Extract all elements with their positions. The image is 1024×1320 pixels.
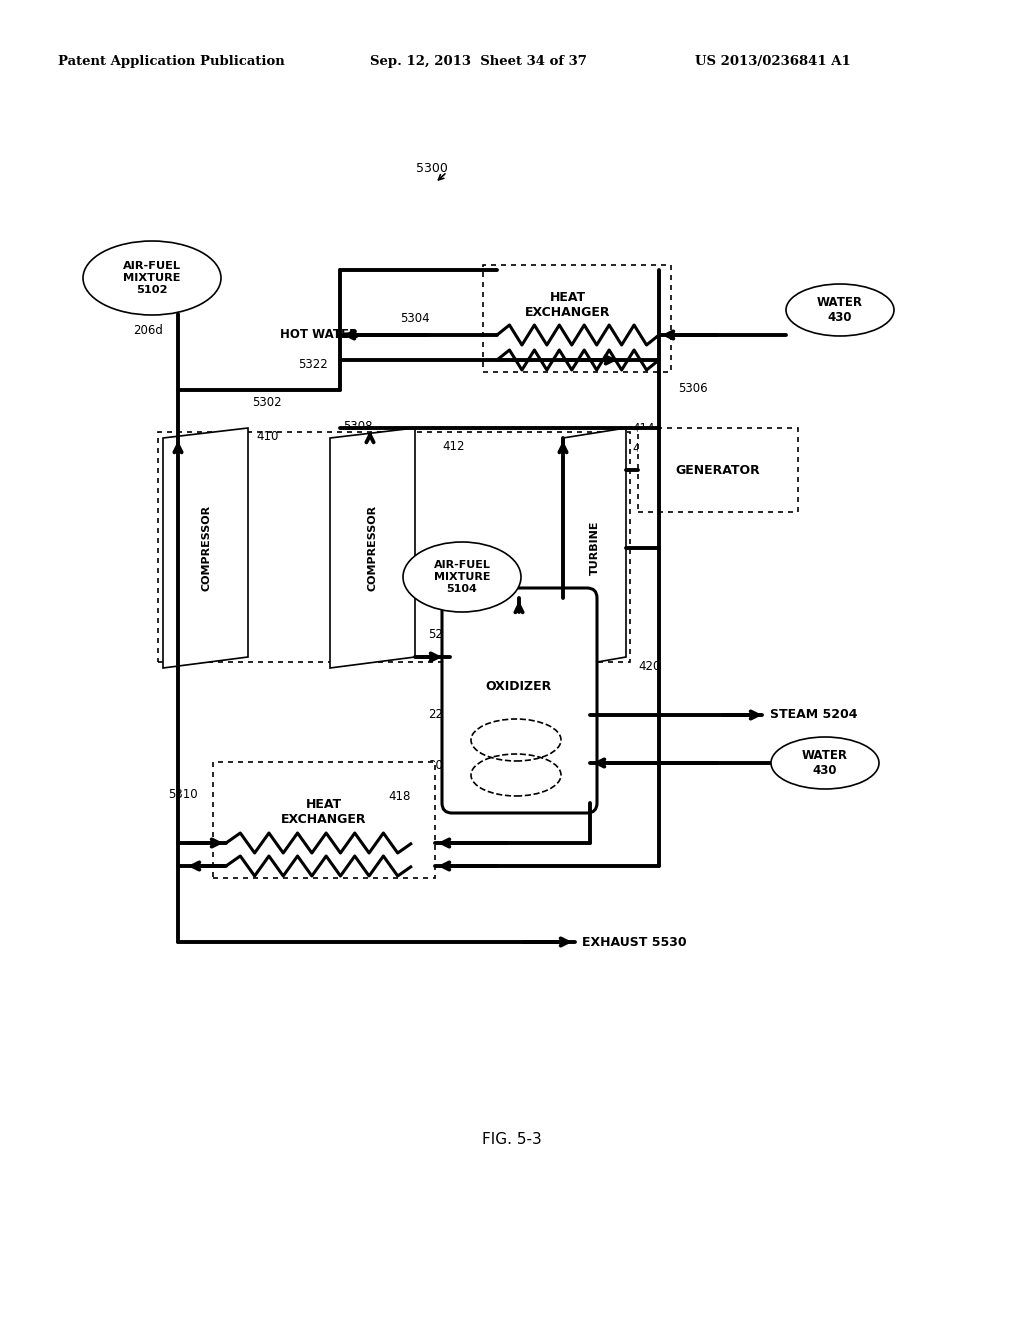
Text: WATER
430: WATER 430 [802,748,848,777]
Text: AIR-FUEL
MIXTURE
5102: AIR-FUEL MIXTURE 5102 [123,260,181,296]
Text: COMPRESSOR: COMPRESSOR [368,506,378,591]
Text: Sep. 12, 2013  Sheet 34 of 37: Sep. 12, 2013 Sheet 34 of 37 [370,55,587,69]
Text: 410: 410 [256,429,279,442]
Ellipse shape [83,242,221,315]
Text: EXHAUST 5530: EXHAUST 5530 [582,936,687,949]
Text: 5302: 5302 [252,396,282,408]
Text: 414: 414 [632,421,654,434]
Bar [638,428,798,512]
Polygon shape [330,428,415,668]
Text: HEAT
EXCHANGER: HEAT EXCHANGER [282,799,367,826]
Polygon shape [163,428,248,668]
Text: WATER
430: WATER 430 [817,296,863,323]
Text: 226: 226 [492,595,514,609]
Text: 416: 416 [632,441,654,454]
Text: COMPRESSOR: COMPRESSOR [201,506,211,591]
Text: HOT WATER: HOT WATER [280,327,358,341]
Text: GENERATOR: GENERATOR [676,463,761,477]
Text: TURBINE: TURBINE [590,521,600,576]
Text: 224: 224 [428,709,451,722]
Text: Patent Application Publication: Patent Application Publication [58,55,285,69]
Text: STEAM 5204: STEAM 5204 [770,709,857,722]
Ellipse shape [403,543,521,612]
Text: 206g: 206g [428,759,458,771]
Text: OXIDIZER: OXIDIZER [485,680,552,693]
Text: 420: 420 [638,660,660,673]
Text: 5304: 5304 [400,312,430,325]
Text: 418: 418 [388,791,411,804]
Ellipse shape [771,737,879,789]
Text: FIG. 5-3: FIG. 5-3 [482,1133,542,1147]
Text: 5300: 5300 [416,161,447,174]
Text: HEAT
EXCHANGER: HEAT EXCHANGER [525,290,610,319]
Text: 5306: 5306 [678,381,708,395]
FancyBboxPatch shape [442,587,597,813]
Polygon shape [563,428,626,668]
Bar [483,265,671,372]
Text: 206d: 206d [133,323,163,337]
Ellipse shape [786,284,894,337]
Text: AIR-FUEL
MIXTURE
5104: AIR-FUEL MIXTURE 5104 [433,560,490,594]
Text: 412: 412 [442,441,465,454]
Bar [213,762,435,878]
Text: US 2013/0236841 A1: US 2013/0236841 A1 [695,55,851,69]
Text: 5220: 5220 [428,627,458,640]
Text: 5322: 5322 [298,358,328,371]
Text: 5310: 5310 [168,788,198,801]
Bar [158,432,630,663]
Text: 5308: 5308 [343,420,373,433]
